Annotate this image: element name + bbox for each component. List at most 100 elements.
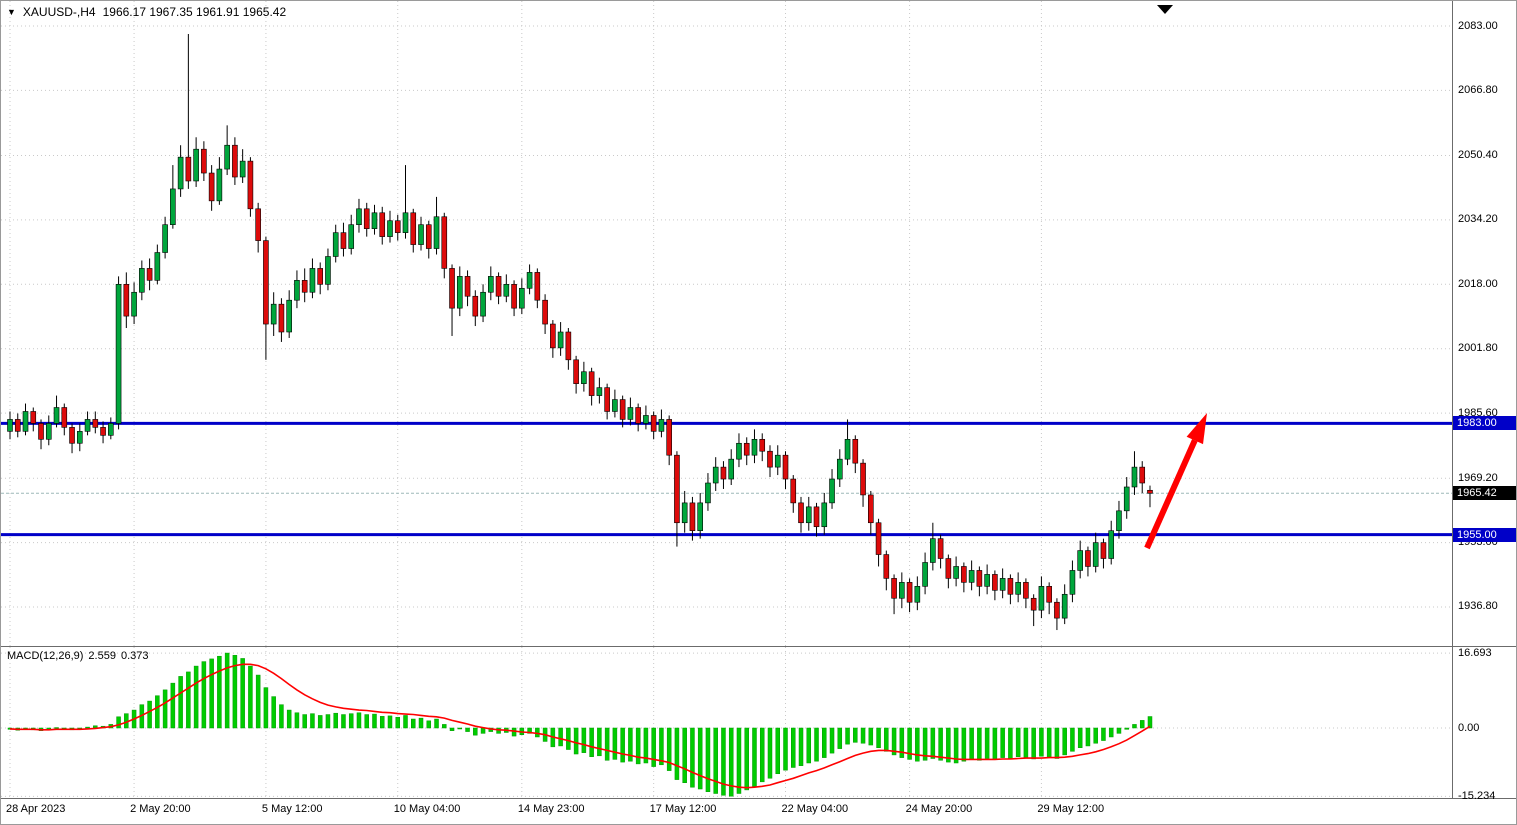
bull-candle-body: [914, 586, 921, 603]
bull-candle-body: [371, 212, 378, 229]
bear-candle-body: [185, 156, 192, 182]
macd-histogram-bar: [403, 715, 408, 729]
bear-candle-body: [232, 144, 238, 178]
macd-histogram-bar: [666, 727, 672, 771]
time-tick-label: 5 May 12:00: [261, 803, 323, 815]
macd-histogram-bar: [1062, 727, 1067, 756]
time-tick-label: 28 Apr 2023: [6, 803, 66, 815]
bear-candle-body: [38, 423, 44, 440]
macd-histogram-bar: [1023, 727, 1029, 758]
macd-histogram-bar: [728, 727, 734, 797]
bull-candle-body: [224, 144, 230, 170]
bear-candle-body: [813, 506, 820, 528]
macd-histogram-bar: [317, 715, 323, 729]
current-price-tag: 1965.42: [1453, 486, 1516, 501]
macd-tick-label: 0.00: [1458, 721, 1480, 734]
bear-candle-body: [1023, 582, 1029, 599]
level-price-tag[interactable]: 1983.00: [1453, 416, 1516, 431]
bull-candle-body: [844, 438, 851, 460]
bull-candle-body: [162, 224, 168, 253]
bull-candle-body: [930, 538, 936, 563]
macd-tick-label: 16.693: [1458, 646, 1492, 659]
macd-signal-line: [9, 663, 1151, 789]
macd-histogram-bar: [170, 682, 176, 729]
bear-candle-body: [317, 268, 324, 285]
macd-histogram-bar: [628, 727, 633, 762]
ohlc-header: ▼ XAUUSD-,H4 1966.17 1967.35 1961.91 196…: [7, 5, 286, 19]
bear-candle-body: [976, 570, 983, 587]
bull-candle-body: [503, 284, 510, 297]
macd-histogram-bar: [558, 727, 563, 747]
time-tick-label: 14 May 23:00: [517, 803, 585, 815]
bull-candle-body: [332, 232, 339, 257]
level-price-tag[interactable]: 1955.00: [1453, 527, 1516, 542]
bull-candle-body: [712, 466, 719, 484]
bull-candle-body: [658, 419, 665, 432]
macd-histogram-bar: [286, 709, 292, 729]
macd-histogram-bar: [612, 727, 618, 760]
bear-candle-body: [511, 284, 517, 309]
bull-candle-body: [1123, 486, 1130, 512]
macd-histogram-bar: [186, 671, 191, 729]
trend-arrow-annotation[interactable]: [1144, 413, 1207, 550]
macd-indicator-panel[interactable]: [1, 647, 1452, 799]
bear-candle-body: [208, 172, 215, 202]
macd-histogram-bar: [775, 727, 780, 775]
macd-histogram-bar: [829, 727, 835, 754]
bull-candle-body: [433, 216, 440, 249]
bull-candle-body: [899, 582, 905, 599]
chart-shift-marker-icon[interactable]: [1157, 5, 1173, 14]
bull-candle-body: [805, 506, 812, 524]
bull-candle-body: [84, 419, 91, 432]
trend-arrow-head[interactable]: [1186, 413, 1207, 445]
macd-histogram-bar: [473, 727, 478, 736]
macd-histogram-bar: [496, 727, 501, 734]
macd-histogram-bar: [411, 718, 416, 729]
bull-candle-body: [76, 431, 83, 444]
macd-histogram-bar: [1101, 727, 1106, 741]
collapse-triangle-icon[interactable]: ▼: [7, 7, 16, 17]
macd-histogram-bar: [682, 727, 687, 783]
trend-arrow-line[interactable]: [1144, 439, 1198, 550]
macd-histogram-bar: [457, 727, 463, 730]
panel-splitter[interactable]: [1, 646, 1516, 647]
macd-histogram-bar: [1039, 727, 1044, 757]
bull-candle-body: [402, 212, 409, 233]
bull-candle-body: [177, 156, 184, 190]
macd-histogram-bar: [674, 727, 680, 780]
macd-histogram-bar: [783, 727, 788, 771]
bear-candle-body: [743, 442, 750, 456]
macd-histogram-bar: [379, 716, 385, 729]
macd-histogram-bar: [85, 726, 90, 729]
macd-histogram-bar: [620, 727, 625, 763]
bull-candle-body: [968, 570, 975, 583]
macd-signal-value: 0.373: [120, 650, 149, 662]
macd-histogram-bar: [659, 727, 664, 766]
bull-candle-body: [286, 299, 292, 333]
macd-histogram-bar: [1046, 727, 1052, 758]
bull-candle-body: [356, 208, 362, 226]
bear-candle-body: [868, 494, 874, 524]
bull-candle-body: [348, 224, 355, 249]
macd-histogram-bar: [992, 727, 998, 760]
time-tick-label: 2 May 20:00: [130, 803, 191, 815]
time-axis-border: [1, 798, 1516, 799]
macd-histogram-bar: [604, 727, 610, 761]
macd-histogram-bar: [853, 727, 858, 743]
macd-histogram-bar: [442, 724, 447, 729]
bull-candle-body: [1069, 570, 1076, 595]
bull-candle-body: [7, 419, 13, 432]
bull-candle-body: [418, 224, 424, 245]
bull-candle-body: [325, 256, 331, 285]
macd-histogram-bar: [116, 716, 121, 729]
macd-histogram-bar: [876, 727, 881, 748]
price-chart-area[interactable]: [1, 1, 1452, 647]
bull-candle-body: [154, 252, 161, 281]
bear-candle-body: [689, 502, 696, 531]
macd-histogram-bar: [651, 727, 656, 767]
macd-histogram-bar: [791, 727, 796, 768]
bull-candle-body: [581, 371, 587, 384]
bull-candle-body: [139, 268, 145, 293]
macd-histogram-bar: [279, 704, 284, 729]
bear-candle-body: [891, 578, 897, 599]
